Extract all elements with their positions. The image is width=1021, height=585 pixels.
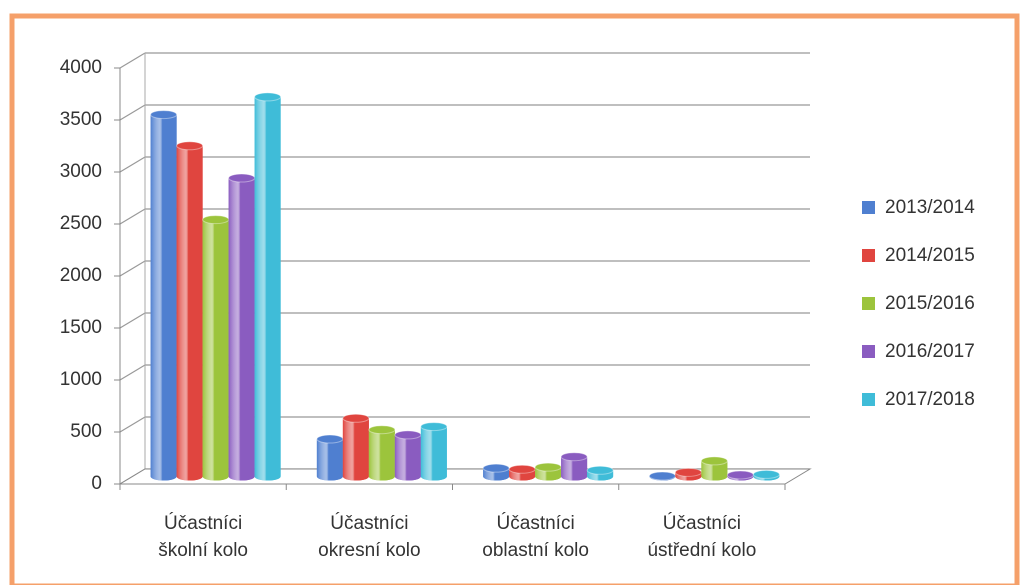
bar-shade (342, 418, 369, 481)
bar-shade (368, 429, 395, 481)
bar-shade (394, 434, 421, 481)
bar-top (368, 425, 396, 435)
bar-top (560, 452, 588, 462)
bar-shade (254, 96, 281, 481)
bar-shade (202, 219, 229, 481)
y-tick-label: 2000 (60, 265, 102, 286)
bar-top (700, 456, 728, 466)
y-tick-label: 4000 (60, 57, 102, 78)
bar-top (674, 467, 702, 477)
legend-label: 2016/2017 (885, 341, 975, 362)
y-tick-label: 3500 (60, 109, 102, 130)
bar-top (176, 141, 204, 151)
grid-line-side (119, 260, 146, 277)
grid-line-side (119, 312, 146, 329)
y-tick-label: 1500 (60, 317, 102, 338)
legend-swatch (862, 249, 875, 262)
grid-line-side (119, 364, 146, 381)
bar-top (420, 422, 448, 432)
bar-shade (561, 456, 588, 481)
bar-shade (420, 426, 447, 481)
bar-top (752, 469, 780, 479)
x-tick-label: Účastníci (497, 512, 575, 534)
x-tick-label: Účastníci (164, 512, 242, 534)
x-tick-label: školní kolo (158, 540, 248, 561)
back-wall (120, 53, 810, 484)
bar-top (254, 92, 282, 102)
bar-top (508, 464, 536, 474)
legend-swatch (862, 201, 875, 214)
bar-top (726, 470, 754, 480)
bar-top (534, 462, 562, 472)
grid-line-side (119, 156, 146, 173)
y-tick-label: 0 (91, 473, 102, 494)
bar-top (342, 413, 370, 423)
legend-label: 2014/2015 (885, 245, 975, 266)
grid-line-side (119, 104, 146, 121)
legend-label: 2017/2018 (885, 389, 975, 410)
bar-top (394, 430, 422, 440)
bar-shade (228, 178, 255, 481)
bar-top (316, 434, 344, 444)
floor (118, 468, 812, 485)
legend-swatch (862, 393, 875, 406)
legend-label: 2013/2014 (885, 197, 975, 218)
grid-line-side (119, 416, 146, 433)
x-tick-label: ústřední kolo (647, 540, 756, 561)
y-tick-label: 2500 (60, 213, 102, 234)
grid-line-side (119, 52, 146, 69)
bar-top (202, 215, 230, 225)
y-tick-label: 500 (70, 421, 102, 442)
x-tick-label: Účastníci (663, 512, 741, 534)
x-tick-label: okresní kolo (318, 540, 420, 561)
grid-line-side (119, 208, 146, 225)
legend-label: 2015/2016 (885, 293, 975, 314)
bar-top (586, 465, 614, 475)
bar-top (482, 463, 510, 473)
x-tick-label: oblastní kolo (482, 540, 589, 561)
bar-top (228, 173, 256, 183)
bar-shade (150, 114, 177, 481)
bar-shade (701, 460, 728, 481)
y-tick-label: 1000 (60, 369, 102, 390)
legend-swatch (862, 345, 875, 358)
x-tick-label: Účastníci (330, 512, 408, 534)
bar-top (150, 110, 178, 120)
bar-shade (176, 145, 203, 481)
y-tick-label: 3000 (60, 161, 102, 182)
legend-swatch (862, 297, 875, 310)
bar-shade (316, 439, 343, 481)
bar-top (648, 471, 676, 481)
